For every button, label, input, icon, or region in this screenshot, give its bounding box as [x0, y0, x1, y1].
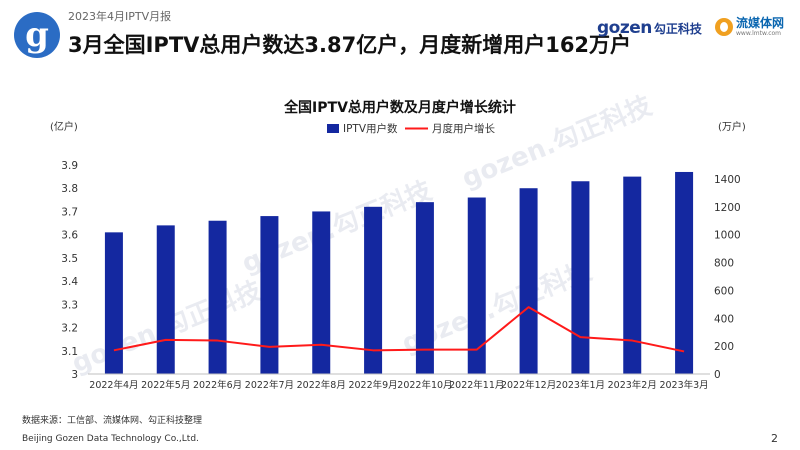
page-number: 2 — [771, 432, 778, 445]
bar-iptv-users — [467, 197, 486, 374]
y-left-unit: (亿户) — [50, 120, 78, 133]
y-left-tick-label: 3.6 — [61, 230, 78, 242]
bar-iptv-users — [675, 171, 694, 374]
axes: 3 3.1 3.2 3.3 3.4 3.5 3.6 3.7 3.8 3.9 0 200 400 600 80… — [50, 120, 746, 391]
y-left-tick-label: 3 — [71, 369, 78, 381]
y-left-tick-label: 3.5 — [61, 253, 78, 265]
chart-title: 全国IPTV总用户数及月度户增长统计 — [284, 100, 516, 116]
bar-iptv-users — [623, 176, 642, 374]
gozen-brand-logo: gozen 勾正科技 — [597, 18, 702, 38]
x-tick-label: 2022年8月 — [297, 379, 346, 391]
lmtw-url: www.lmtw.com — [736, 30, 782, 37]
data-source-note: 数据来源：工信部、流媒体网、勾正科技整理 — [22, 416, 203, 426]
y-left-tick-label: 3.4 — [61, 276, 78, 288]
report-tag: 2023年4月IPTV月报 — [68, 10, 172, 23]
y-right-tick-label: 1200 — [714, 202, 741, 214]
y-left-tick-label: 3.7 — [61, 206, 78, 218]
line-monthly-growth — [113, 306, 685, 353]
y-right-tick-label: 800 — [714, 258, 734, 270]
lmtw-brand-logo: 流媒体网 www.lmtw.com — [715, 17, 784, 37]
x-tick-label: 2022年11月 — [449, 379, 504, 391]
x-tick-label: 2023年1月 — [556, 379, 605, 391]
x-tick-label: 2022年12月 — [501, 379, 556, 391]
y-right-tick-label: 400 — [714, 313, 734, 325]
gozen-wordmark: gozen — [597, 18, 652, 38]
y-right-tick-label: 600 — [714, 285, 734, 297]
y-left-tick-label: 3.3 — [61, 299, 78, 311]
bar-iptv-users — [571, 181, 590, 374]
y-right-unit: (万户) — [718, 120, 746, 133]
x-tick-label: 2023年2月 — [608, 379, 657, 391]
x-tick-label: 2022年4月 — [89, 379, 138, 391]
y-right-tick-label: 0 — [714, 369, 721, 381]
bar-iptv-users — [156, 225, 175, 374]
x-tick-label: 2022年9月 — [348, 379, 397, 391]
lmtw-text: 流媒体网 www.lmtw.com — [736, 16, 785, 38]
y-left-tick-label: 3.9 — [61, 160, 78, 172]
y-left-tick-label: 3.8 — [61, 183, 78, 195]
legend: IPTV用户数 月度用户增长 — [327, 122, 495, 135]
headline: 3月全国IPTV总用户数达3.87亿户，月度新增用户162万户 — [68, 33, 632, 57]
bar-iptv-users — [104, 232, 123, 374]
bar-series — [104, 171, 694, 374]
y-right-tick-label: 1400 — [714, 174, 741, 186]
bar-iptv-users — [415, 202, 434, 374]
legend-line-label: 月度用户增长 — [432, 122, 495, 135]
x-tick-label: 2022年7月 — [245, 379, 294, 391]
legend-bar-label: IPTV用户数 — [343, 122, 398, 135]
gozen-g-logo: g — [14, 12, 60, 58]
line-series — [113, 306, 685, 353]
bar-iptv-users — [312, 211, 331, 374]
gozen-cn-name: 勾正科技 — [653, 21, 702, 36]
y-left-tick-label: 3.1 — [61, 346, 78, 358]
x-tick-label: 2022年10月 — [397, 379, 452, 391]
legend-bar-swatch — [327, 124, 339, 133]
company-footer: Beijing Gozen Data Technology Co.,Ltd. — [22, 434, 199, 444]
y-right-tick-label: 1000 — [714, 230, 741, 242]
y-right-tick-label: 200 — [714, 341, 734, 353]
x-tick-label: 2022年6月 — [193, 379, 242, 391]
bar-iptv-users — [364, 206, 383, 374]
bar-iptv-users — [208, 220, 227, 374]
lmtw-mark-icon — [715, 18, 733, 36]
y-left-tick-label: 3.2 — [61, 323, 78, 335]
lmtw-cn-name: 流媒体网 — [736, 16, 785, 30]
x-tick-label: 2022年5月 — [141, 379, 190, 391]
bar-iptv-users — [519, 188, 538, 374]
bar-iptv-users — [260, 216, 279, 374]
x-tick-label: 2023年3月 — [659, 379, 708, 391]
